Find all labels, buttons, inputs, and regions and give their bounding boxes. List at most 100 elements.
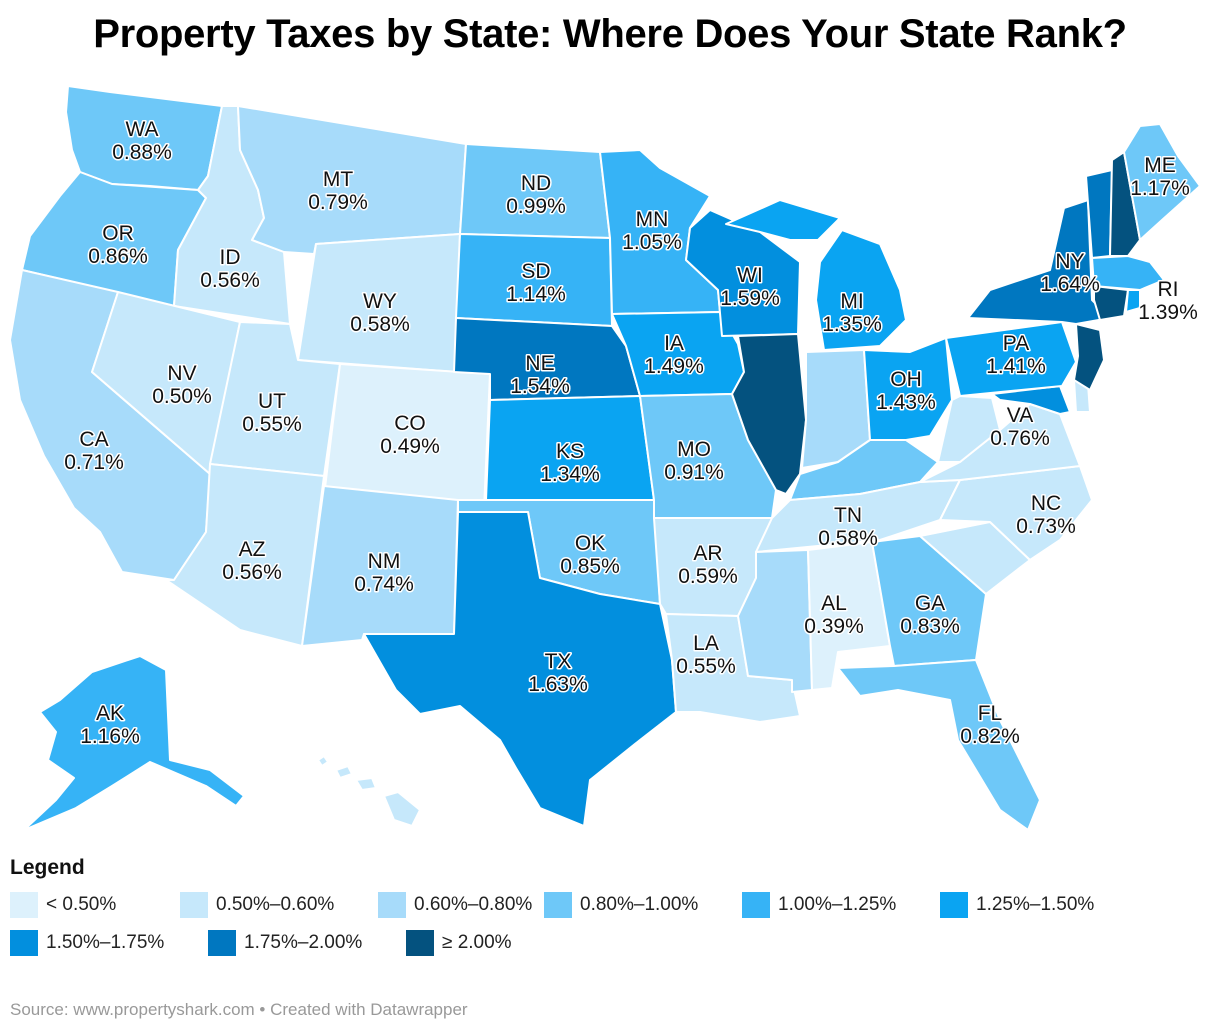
- state-hi[interactable]: [317, 755, 421, 827]
- state-rate-ne: 1.54%: [510, 375, 570, 398]
- legend-item: 0.60%–0.80%: [378, 892, 532, 918]
- state-ct[interactable]: [1093, 285, 1129, 321]
- legend-swatch: [208, 930, 236, 956]
- state-ma[interactable]: [1091, 255, 1165, 291]
- state-label-ak: AK: [96, 702, 124, 725]
- state-nj[interactable]: [1073, 323, 1105, 391]
- legend-swatch: [10, 892, 38, 918]
- state-rate-nv: 0.50%: [152, 385, 212, 408]
- state-rate-pa: 1.41%: [986, 355, 1046, 378]
- state-label-va: VA: [1007, 404, 1033, 427]
- state-rate-mt: 0.79%: [308, 191, 368, 214]
- legend-label: ≥ 2.00%: [442, 932, 512, 953]
- state-rate-mo: 0.91%: [664, 461, 724, 484]
- state-mi[interactable]: [815, 229, 907, 351]
- state-il[interactable]: [731, 333, 807, 495]
- state-ak[interactable]: [23, 655, 245, 831]
- state-label-ga: GA: [915, 592, 945, 615]
- state-tx[interactable]: [363, 511, 677, 827]
- state-label-nc: NC: [1031, 492, 1061, 515]
- state-label-al: AL: [821, 592, 847, 615]
- state-rate-wi: 1.59%: [720, 287, 780, 310]
- state-rate-tn: 0.58%: [818, 527, 878, 550]
- state-label-or: OR: [102, 222, 134, 245]
- state-label-mt: MT: [323, 168, 353, 191]
- state-label-ne: NE: [525, 352, 554, 375]
- state-pa[interactable]: [945, 321, 1077, 397]
- legend-item: 1.75%–2.00%: [208, 930, 362, 956]
- state-ri[interactable]: [1125, 289, 1141, 313]
- us-property-tax-map: WA0.88%OR0.86%CA0.71%ID0.56%NV0.50%MT0.7…: [9, 85, 1201, 831]
- state-wv[interactable]: [937, 395, 1001, 463]
- state-label-ri: RI: [1158, 278, 1179, 301]
- state-label-me: ME: [1144, 154, 1176, 177]
- state-rate-ri: 1.39%: [1138, 301, 1198, 324]
- state-label-wa: WA: [125, 118, 158, 141]
- state-fl[interactable]: [837, 659, 1041, 831]
- legend-title: Legend: [10, 856, 85, 879]
- legend-label: 1.75%–2.00%: [244, 932, 363, 953]
- state-rate-ny: 1.64%: [1040, 273, 1100, 296]
- state-label-ca: CA: [79, 428, 108, 451]
- legend-item: 0.80%–1.00%: [544, 892, 698, 918]
- state-label-mi: MI: [840, 290, 863, 313]
- legend-item: < 0.50%: [10, 892, 116, 918]
- state-label-ny: NY: [1055, 250, 1084, 273]
- state-label-id: ID: [220, 246, 241, 269]
- state-label-co: CO: [394, 412, 426, 435]
- state-rate-ca: 0.71%: [64, 451, 124, 474]
- state-label-mn: MN: [636, 208, 669, 231]
- state-label-ok: OK: [575, 532, 605, 555]
- legend-label: 0.80%–1.00%: [580, 894, 699, 915]
- state-rate-nc: 0.73%: [1016, 515, 1076, 538]
- state-rate-la: 0.55%: [676, 655, 736, 678]
- legend-swatch: [940, 892, 968, 918]
- state-rate-wy: 0.58%: [350, 313, 410, 336]
- state-label-ut: UT: [258, 390, 286, 413]
- state-rate-ok: 0.85%: [560, 555, 620, 578]
- state-label-ar: AR: [693, 542, 722, 565]
- state-rate-nd: 0.99%: [506, 195, 566, 218]
- state-rate-wa: 0.88%: [112, 141, 172, 164]
- legend-label: < 0.50%: [46, 894, 117, 915]
- state-rate-az: 0.56%: [222, 561, 282, 584]
- state-rate-mi: 1.35%: [822, 313, 882, 336]
- state-label-pa: PA: [1003, 332, 1029, 355]
- legend-label: 1.25%–1.50%: [976, 894, 1095, 915]
- legend-item: 1.00%–1.25%: [742, 892, 896, 918]
- state-label-ia: IA: [664, 332, 684, 355]
- state-label-mo: MO: [677, 438, 711, 461]
- state-rate-nm: 0.74%: [354, 573, 414, 596]
- state-shapes: [9, 85, 1201, 831]
- state-label-fl: FL: [978, 702, 1003, 725]
- state-label-tx: TX: [545, 650, 572, 673]
- state-label-wi: WI: [737, 264, 763, 287]
- state-label-la: LA: [693, 632, 719, 655]
- state-rate-ak: 1.16%: [80, 725, 140, 748]
- legend-item: 1.50%–1.75%: [10, 930, 164, 956]
- state-rate-oh: 1.43%: [876, 391, 936, 414]
- state-rate-id: 0.56%: [200, 269, 260, 292]
- state-label-oh: OH: [890, 368, 922, 391]
- state-label-wy: WY: [363, 290, 397, 313]
- state-mi-upper[interactable]: [725, 199, 841, 241]
- legend-swatch: [544, 892, 572, 918]
- state-me[interactable]: [1123, 123, 1201, 241]
- legend-label: 1.50%–1.75%: [46, 932, 165, 953]
- state-rate-ga: 0.83%: [900, 615, 960, 638]
- state-ny[interactable]: [967, 199, 1111, 325]
- state-rate-mn: 1.05%: [622, 231, 682, 254]
- state-az[interactable]: [165, 463, 325, 647]
- legend-item: 0.50%–0.60%: [180, 892, 334, 918]
- state-label-az: AZ: [239, 538, 266, 561]
- legend-label: 0.60%–0.80%: [414, 894, 533, 915]
- source-note: Source: www.propertyshark.com • Created …: [10, 1000, 468, 1019]
- state-rate-co: 0.49%: [380, 435, 440, 458]
- state-label-nm: NM: [368, 550, 401, 573]
- state-rate-fl: 0.82%: [960, 725, 1020, 748]
- state-nh[interactable]: [1109, 151, 1141, 257]
- state-rate-me: 1.17%: [1130, 177, 1190, 200]
- state-rate-tx: 1.63%: [528, 673, 588, 696]
- state-label-sd: SD: [521, 260, 550, 283]
- state-rate-or: 0.86%: [88, 245, 148, 268]
